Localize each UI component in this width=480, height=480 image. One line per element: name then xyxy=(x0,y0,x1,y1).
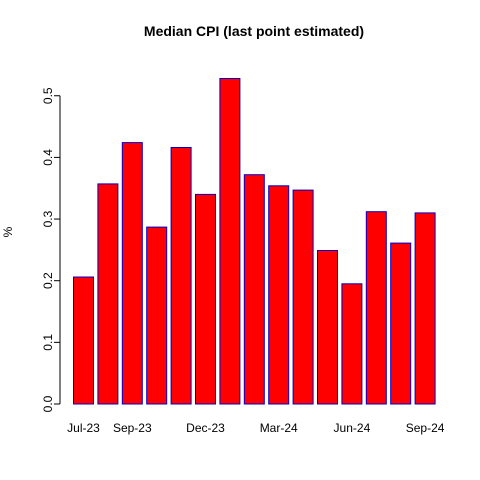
bar-Feb-24 xyxy=(243,174,265,405)
x-tick-label: Jun-24 xyxy=(334,421,371,435)
bar-Apr-24 xyxy=(292,189,314,405)
y-tick-label: 0.2 xyxy=(41,272,55,289)
plot-area: 0.0 0.1 0.2 0.3 0.4 0.5 Jul-23 Sep-23 Dec-23 Mar-… xyxy=(41,78,445,435)
bar-Dec-23 xyxy=(195,193,216,405)
x-tick-label: Dec-23 xyxy=(186,421,225,435)
y-tick-label: 0.1 xyxy=(41,334,55,351)
bar-Jul-24 xyxy=(365,211,387,405)
bar-Nov-23 xyxy=(170,147,192,405)
y-tick-label: 0.5 xyxy=(41,87,55,104)
bar-Aug-24 xyxy=(390,242,412,405)
bar-Jun-24 xyxy=(341,283,363,405)
bar-Aug-23 xyxy=(97,183,119,405)
y-tick-label: 0.3 xyxy=(41,210,55,227)
chart-title: Median CPI (last point estimated) xyxy=(144,23,364,39)
bar-Oct-23 xyxy=(146,226,168,405)
y-axis-label: % xyxy=(1,226,15,237)
bar-Jan-24 xyxy=(219,78,241,405)
x-tick-label: Sep-24 xyxy=(406,421,445,435)
x-tick-label: Sep-23 xyxy=(113,421,152,435)
bar-Jul-23 xyxy=(73,276,94,405)
bar-Mar-24 xyxy=(268,185,290,405)
y-tick-label: 0.0 xyxy=(41,395,55,412)
x-tick-label: Jul-23 xyxy=(67,421,100,435)
y-tick-label: 0.4 xyxy=(41,149,55,166)
bar-May-24 xyxy=(317,250,338,405)
bar-Sep-24 xyxy=(414,212,436,405)
x-tick-label: Mar-24 xyxy=(260,421,298,435)
bar-Sep-23 xyxy=(121,142,143,405)
